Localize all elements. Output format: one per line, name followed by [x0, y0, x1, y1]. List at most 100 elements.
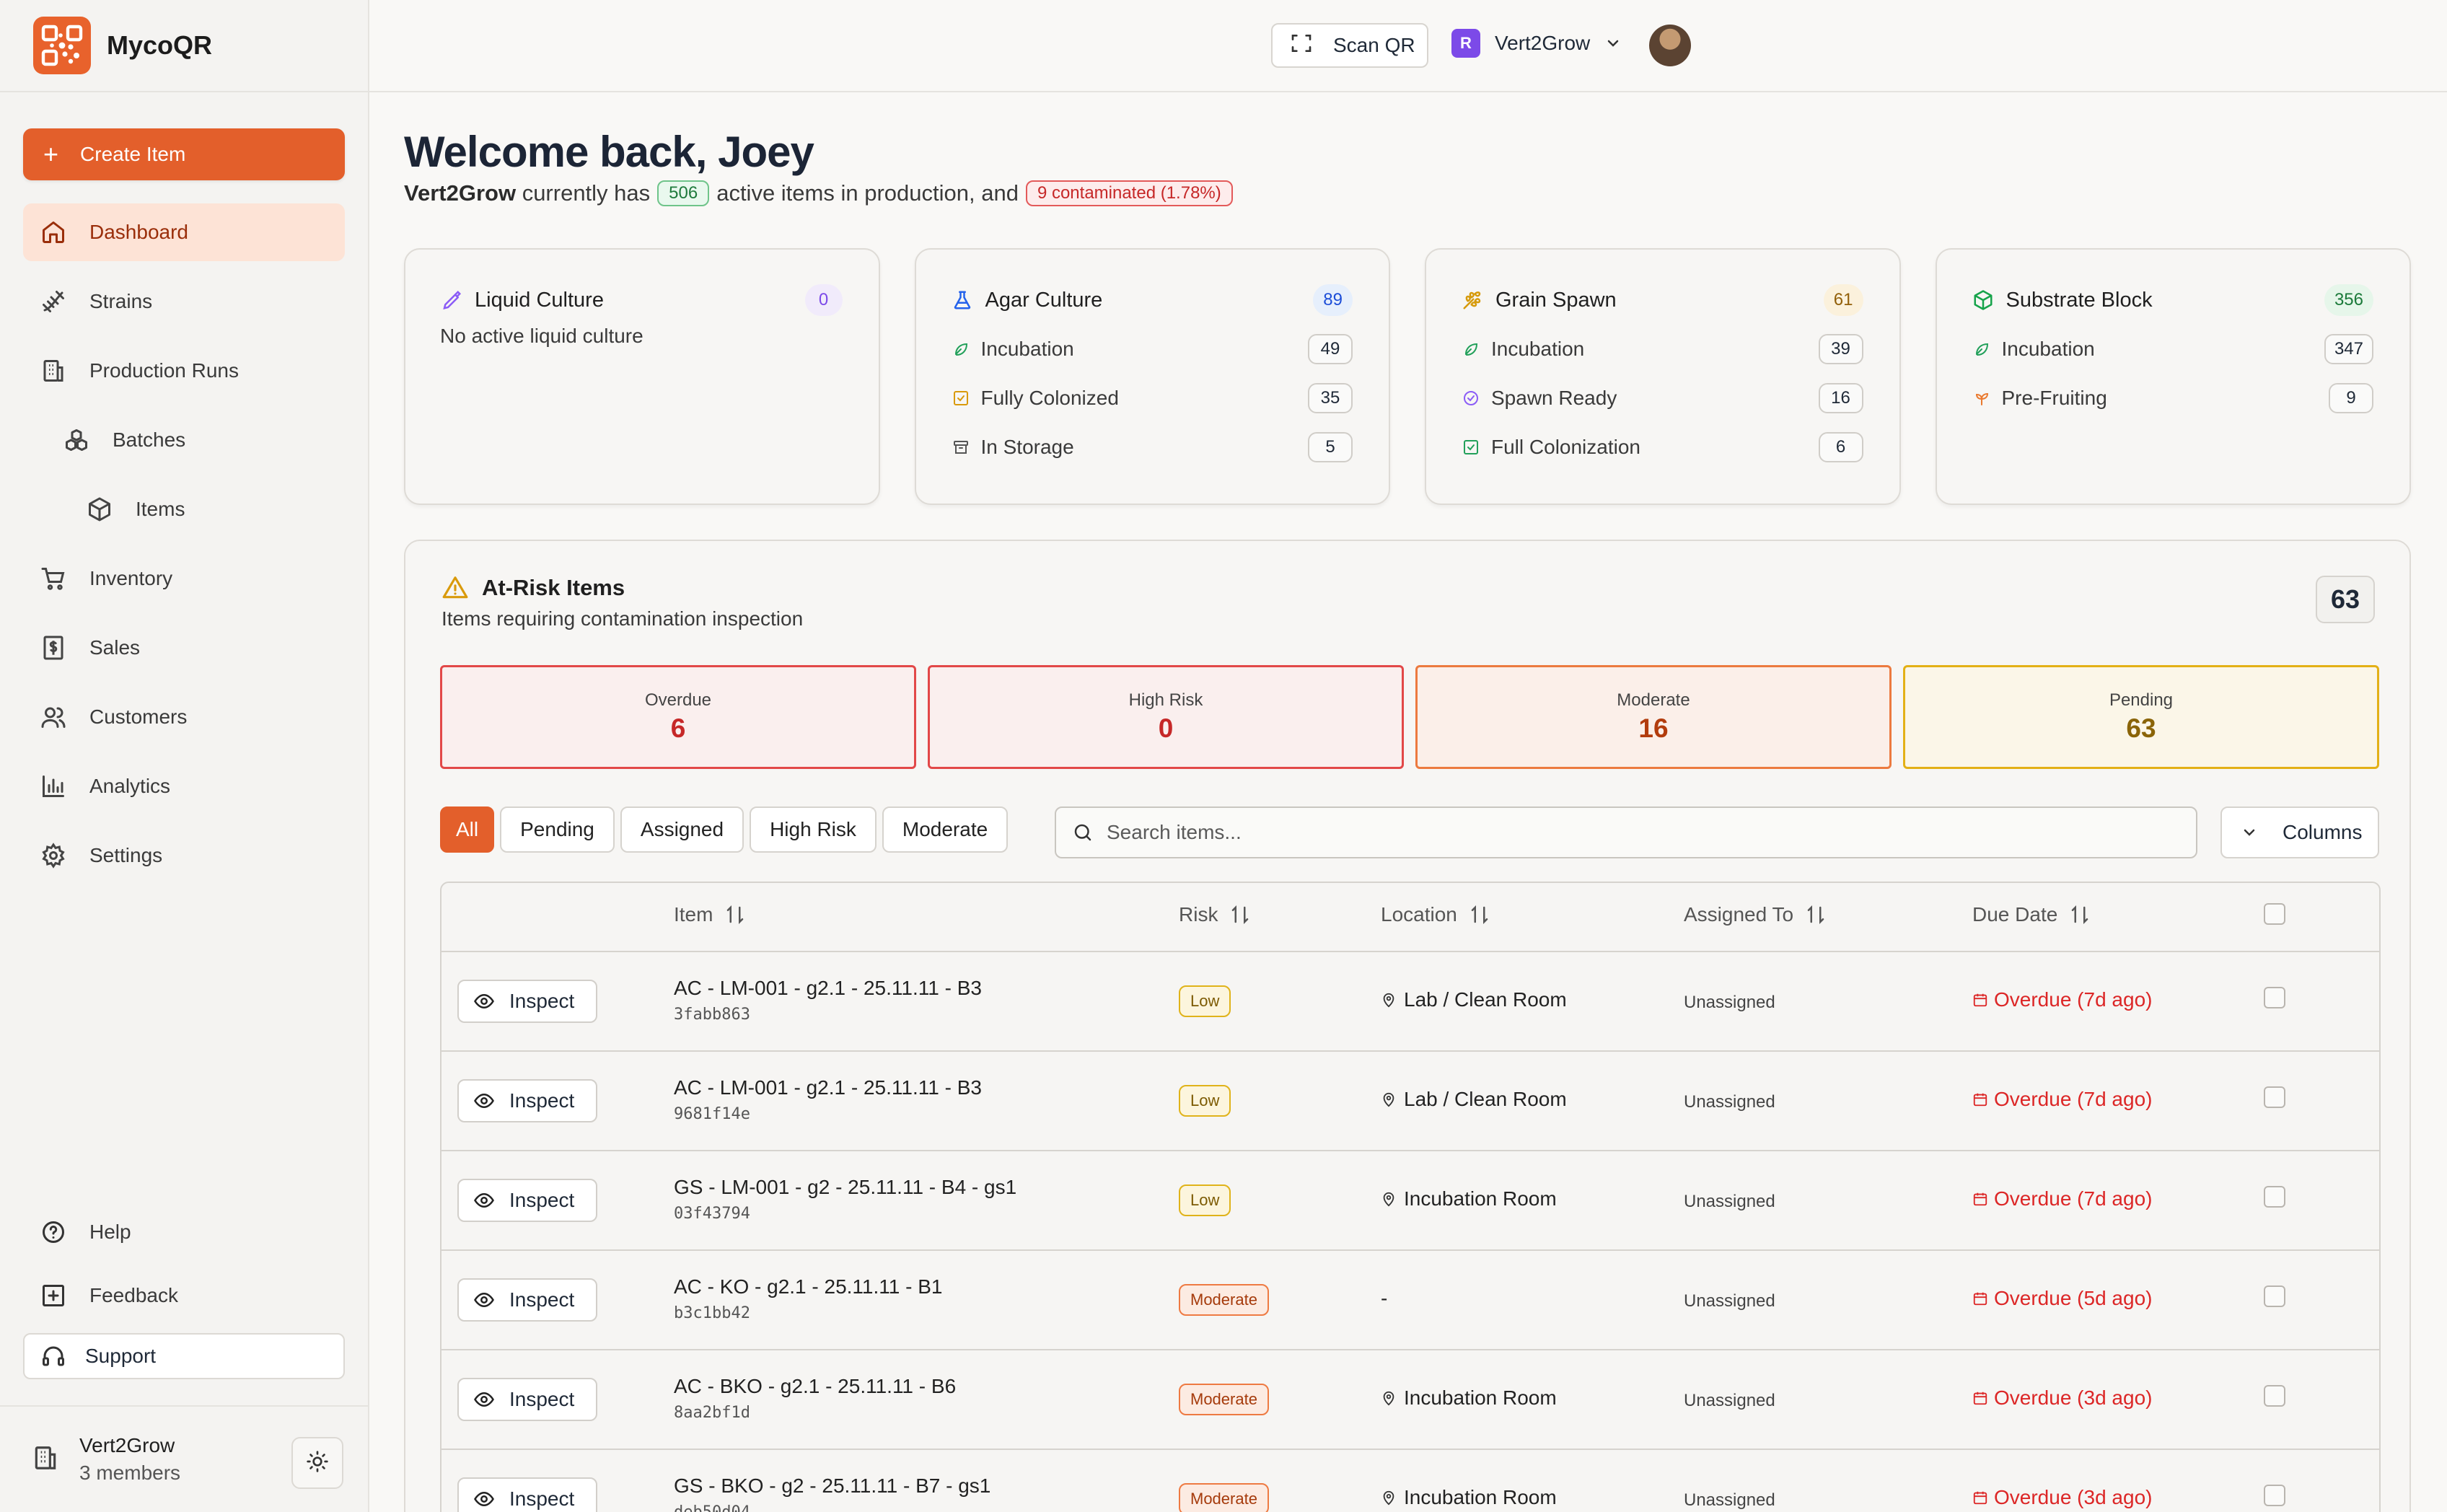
sidebar-item-strains[interactable]: Strains: [23, 273, 345, 330]
brand[interactable]: MycoQR: [0, 0, 368, 92]
chevron-down-icon: [2241, 824, 2258, 841]
active-count-badge: 506: [657, 180, 710, 206]
item-name[interactable]: GS - BKO - g2 - 25.11.11 - B7 - gs1: [674, 1474, 991, 1497]
filter-assigned[interactable]: Assigned: [620, 806, 744, 853]
th-item[interactable]: Item: [674, 903, 746, 926]
row-checkbox[interactable]: [2264, 1385, 2285, 1407]
card-row[interactable]: Incubation 49: [951, 333, 1353, 365]
stat-overdue[interactable]: Overdue 6: [440, 665, 916, 769]
stat-high-risk[interactable]: High Risk 0: [928, 665, 1404, 769]
sidebar: MycoQR + Create Item Dashboard Strains: [0, 0, 369, 1512]
th-assigned[interactable]: Assigned To: [1684, 903, 1827, 926]
card-row[interactable]: Spawn Ready 16: [1461, 382, 1863, 414]
users-icon: [39, 703, 68, 731]
inspect-button[interactable]: Inspect: [457, 1179, 597, 1222]
sidebar-item-support[interactable]: Support: [23, 1333, 345, 1379]
sidebar-item-analytics[interactable]: Analytics: [23, 757, 345, 815]
row-checkbox[interactable]: [2264, 1285, 2285, 1307]
card-row[interactable]: In Storage 5: [951, 431, 1353, 463]
scan-qr-button[interactable]: Scan QR: [1271, 23, 1428, 68]
card-substrate-block[interactable]: Substrate Block 356 Incubation 347 Pre-F…: [1935, 248, 2411, 505]
org-switcher[interactable]: R Vert2Grow: [1451, 29, 1622, 58]
stat-pending[interactable]: Pending 63: [1903, 665, 2379, 769]
contaminated-badge[interactable]: 9 contaminated (1.78%): [1025, 180, 1233, 206]
th-due-date[interactable]: Due Date: [1972, 903, 2091, 926]
search-field[interactable]: [1055, 806, 2197, 858]
row-count: 39: [1818, 334, 1863, 364]
due-cell: Overdue (7d ago): [1972, 1187, 2152, 1210]
row-label: Pre-Fruiting: [2001, 387, 2107, 409]
card-grain-spawn[interactable]: Grain Spawn 61 Incubation 39 Spawn Ready…: [1425, 248, 1901, 505]
card-row[interactable]: Incubation 39: [1461, 333, 1863, 365]
location-text: Incubation Room: [1404, 1187, 1557, 1210]
theme-toggle-button[interactable]: [291, 1437, 343, 1489]
row-checkbox[interactable]: [2264, 1186, 2285, 1208]
row-label: Incubation: [980, 338, 1074, 360]
risk-badge: Low: [1179, 985, 1231, 1017]
row-checkbox[interactable]: [2264, 1485, 2285, 1506]
columns-button[interactable]: Columns: [2220, 806, 2379, 858]
search-input[interactable]: [1107, 821, 2117, 844]
card-row[interactable]: Full Colonization 6: [1461, 431, 1863, 463]
item-name[interactable]: AC - LM-001 - g2.1 - 25.11.11 - B3: [674, 977, 982, 999]
building-icon: [32, 1444, 59, 1475]
inspect-button[interactable]: Inspect: [457, 1477, 597, 1512]
th-location[interactable]: Location: [1381, 903, 1490, 926]
sidebar-item-production-runs[interactable]: Production Runs: [23, 342, 345, 400]
stat-value: 63: [2126, 713, 2156, 743]
due-text: Overdue (7d ago): [1994, 988, 2153, 1011]
item-name[interactable]: GS - LM-001 - g2 - 25.11.11 - B4 - gs1: [674, 1176, 1017, 1198]
item-name[interactable]: AC - KO - g2.1 - 25.11.11 - B1: [674, 1275, 943, 1298]
row-label: Full Colonization: [1491, 436, 1640, 458]
inspect-button[interactable]: Inspect: [457, 1278, 597, 1322]
sidebar-item-inventory[interactable]: Inventory: [23, 550, 345, 607]
inspect-button[interactable]: Inspect: [457, 980, 597, 1023]
location-cell: -: [1381, 1287, 1387, 1310]
card-row[interactable]: Incubation 347: [1972, 333, 2373, 365]
card-row[interactable]: Fully Colonized 35: [951, 382, 1353, 414]
th-risk[interactable]: Risk: [1179, 903, 1251, 926]
row-checkbox[interactable]: [2264, 987, 2285, 1008]
sidebar-item-items[interactable]: Items: [23, 480, 345, 538]
sidebar-item-sales[interactable]: Sales: [23, 619, 345, 677]
avatar[interactable]: [1649, 25, 1691, 66]
inspect-button[interactable]: Inspect: [457, 1079, 597, 1122]
card-header: Liquid Culture 0: [440, 284, 843, 316]
summary-text-b: active items in production, and: [716, 180, 1019, 206]
sidebar-item-help[interactable]: Help: [23, 1206, 345, 1258]
item-name[interactable]: AC - BKO - g2.1 - 25.11.11 - B6: [674, 1375, 957, 1397]
sort-icon: [2069, 904, 2091, 926]
dna-icon: [39, 287, 68, 316]
row-checkbox[interactable]: [2264, 1086, 2285, 1108]
filter-pending[interactable]: Pending: [500, 806, 615, 853]
sidebar-item-dashboard[interactable]: Dashboard: [23, 203, 345, 261]
sidebar-item-batches[interactable]: Batches: [23, 411, 345, 469]
stat-moderate[interactable]: Moderate 16: [1415, 665, 1892, 769]
sidebar-item-feedback[interactable]: Feedback: [23, 1270, 345, 1322]
card-count-badge: 61: [1823, 284, 1863, 316]
location-text: Lab / Clean Room: [1404, 988, 1567, 1011]
card-liquid-culture[interactable]: Liquid Culture 0 No active liquid cultur…: [404, 248, 880, 505]
at-risk-subtitle: Items requiring contamination inspection: [441, 607, 804, 630]
select-all-checkbox[interactable]: [2264, 903, 2285, 925]
filter-moderate[interactable]: Moderate: [882, 806, 1009, 853]
table-row: Inspect GS - BKO - g2 - 25.11.11 - B7 - …: [441, 1450, 2379, 1512]
map-pin-icon: [1381, 1191, 1397, 1207]
location-cell: Incubation Room: [1381, 1187, 1557, 1210]
assigned-cell: Unassigned: [1684, 1291, 1775, 1311]
table-row: Inspect AC - BKO - g2.1 - 25.11.11 - B6 …: [441, 1350, 2379, 1450]
inspect-button[interactable]: Inspect: [457, 1378, 597, 1421]
item-name[interactable]: AC - LM-001 - g2.1 - 25.11.11 - B3: [674, 1076, 982, 1099]
table-row: Inspect AC - LM-001 - g2.1 - 25.11.11 - …: [441, 952, 2379, 1052]
card-row[interactable]: Pre-Fruiting 9: [1972, 382, 2373, 414]
filter-all[interactable]: All: [440, 806, 495, 853]
sidebar-item-customers[interactable]: Customers: [23, 688, 345, 746]
org-footer[interactable]: Vert2Grow 3 members: [0, 1405, 368, 1512]
sidebar-item-settings[interactable]: Settings: [23, 827, 345, 884]
calendar-icon: [1972, 992, 1988, 1008]
card-agar-culture[interactable]: Agar Culture 89 Incubation 49 Fully Colo…: [914, 248, 1390, 505]
inspect-label: Inspect: [509, 1388, 575, 1410]
create-item-button[interactable]: + Create Item: [23, 128, 345, 180]
filter-high-risk[interactable]: High Risk: [750, 806, 877, 853]
sidebar-item-label: Strains: [89, 290, 153, 312]
